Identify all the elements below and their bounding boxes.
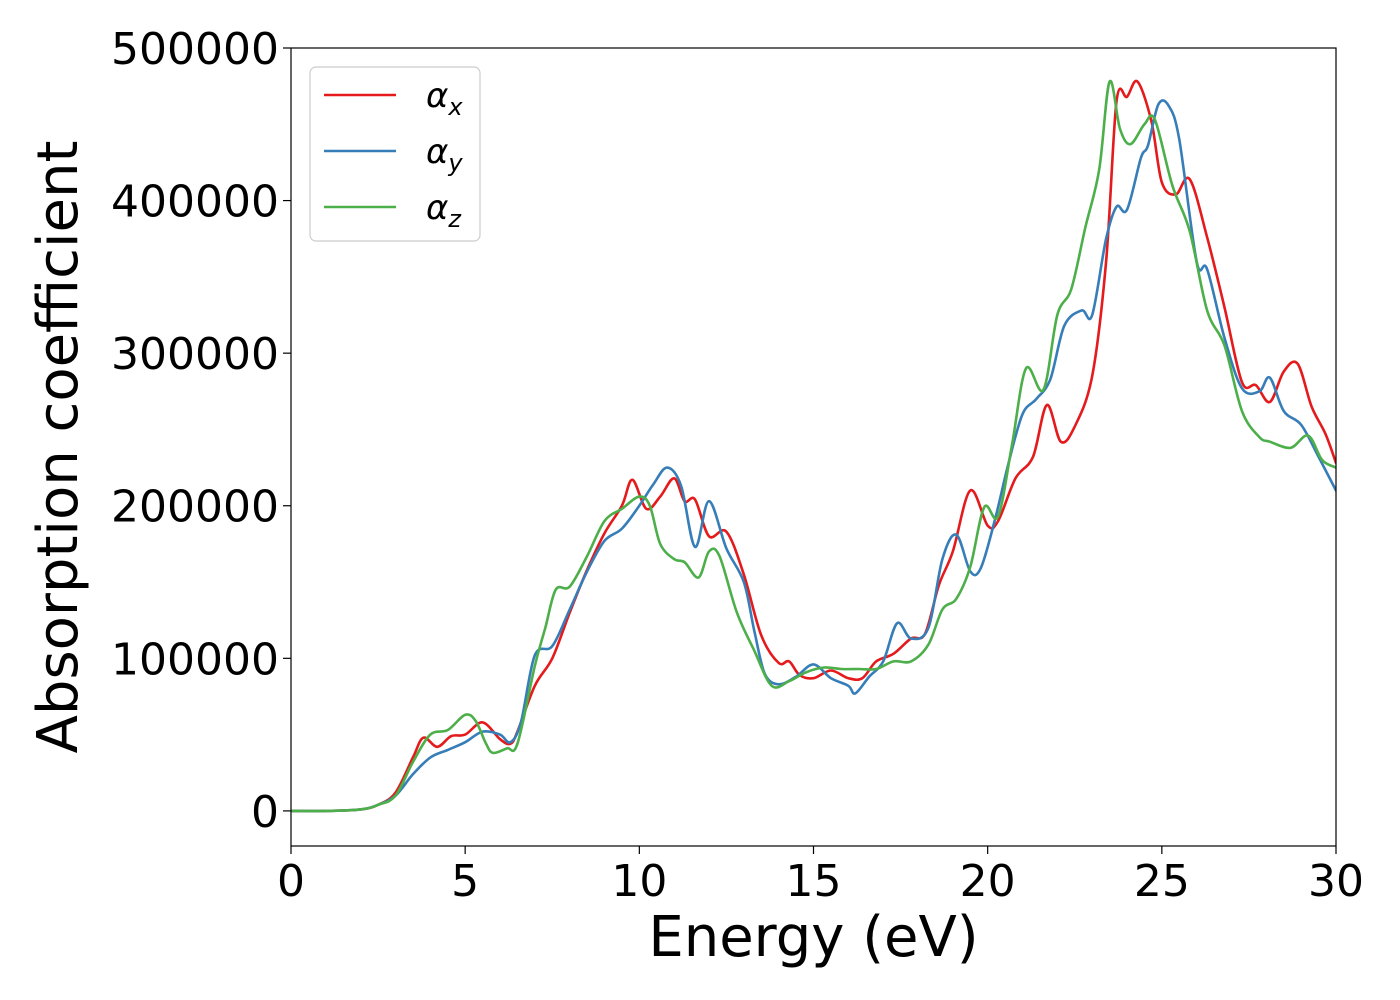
legend-label-base: α xyxy=(426,188,448,228)
x-axis-label: Energy (eV) xyxy=(648,905,978,970)
legend-label-subscript: z xyxy=(447,205,462,233)
legend-label-subscript: x xyxy=(447,93,463,121)
y-tick-label: 200000 xyxy=(111,482,279,533)
x-tick-label: 5 xyxy=(451,856,479,907)
x-tick-label: 25 xyxy=(1134,856,1190,907)
y-tick-label: 500000 xyxy=(111,24,279,75)
legend-label-base: α xyxy=(426,132,448,172)
y-tick-label: 100000 xyxy=(111,634,279,685)
y-tick-label: 300000 xyxy=(111,329,279,380)
legend-label-base: α xyxy=(426,76,448,116)
legend-label-y: αy xyxy=(426,132,463,177)
x-tick-label: 30 xyxy=(1308,856,1364,907)
axes: 0 5 10 15 20 25 30 0 100000 200000 300000 400000 500… xyxy=(111,24,1364,907)
x-tick-label: 0 xyxy=(277,856,305,907)
legend-label-z: αz xyxy=(426,188,462,233)
x-tick-label: 20 xyxy=(960,856,1016,907)
series-group xyxy=(291,79,1336,813)
x-tick-label: 15 xyxy=(786,856,842,907)
plot-area xyxy=(291,79,1336,813)
x-tick-label: 10 xyxy=(611,856,667,907)
legend-label-subscript: y xyxy=(447,149,463,177)
series-line-y xyxy=(291,99,1336,813)
y-axis-label: Absorption coefficient xyxy=(26,141,91,754)
y-tick-label: 400000 xyxy=(111,177,279,228)
series-line-x xyxy=(291,79,1336,813)
y-tick-label: 0 xyxy=(251,787,279,838)
series-line-z xyxy=(291,79,1336,813)
legend-label-x: αx xyxy=(426,76,463,121)
legend-box xyxy=(309,66,481,242)
